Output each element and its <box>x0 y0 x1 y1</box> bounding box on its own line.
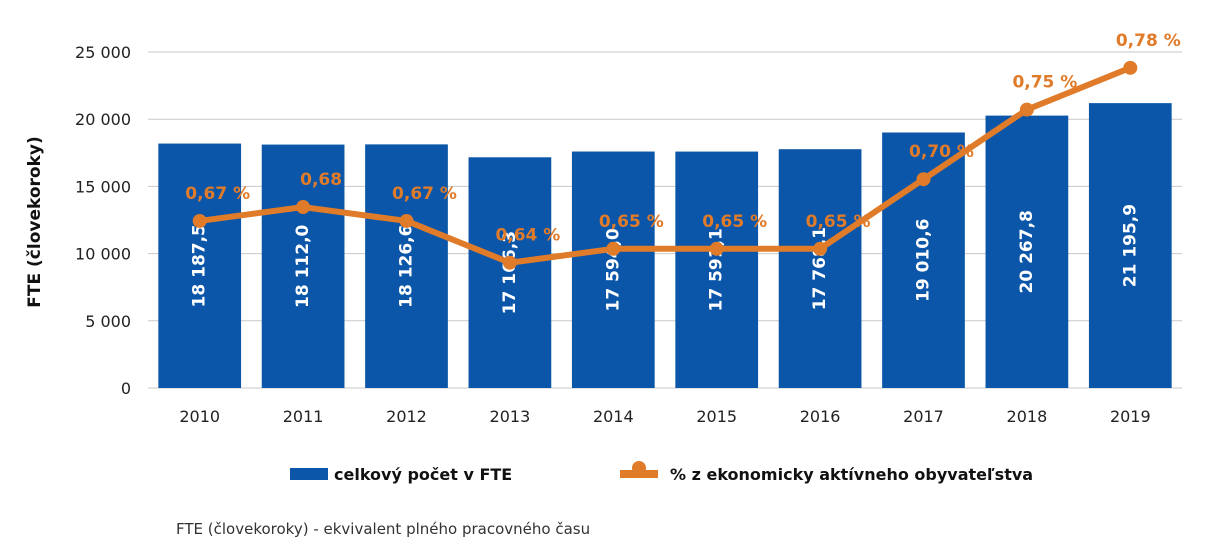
line-value-label: 0,78 % <box>1116 31 1181 51</box>
bar-value-label: 17 591,1 <box>707 228 727 311</box>
y-axis-label: FTE (človekoroky) <box>25 136 45 307</box>
legend-label-bars: celkový počet v FTE <box>334 465 512 484</box>
line-value-label: 0,64 % <box>495 226 560 246</box>
legend-swatch-bars <box>290 468 328 480</box>
bar <box>985 115 1069 388</box>
x-tick-label: 2017 <box>903 407 944 426</box>
x-tick-label: 2012 <box>386 407 427 426</box>
x-tick-label: 2013 <box>490 407 531 426</box>
x-tick-label: 2014 <box>593 407 634 426</box>
bar <box>778 149 862 388</box>
line-value-label: 0,68 <box>300 170 342 190</box>
bar <box>675 151 759 388</box>
bar-value-label: 21 195,9 <box>1120 204 1140 287</box>
bar-value-label: 18 126,6 <box>397 225 417 308</box>
line-marker <box>813 241 828 256</box>
y-tick-label: 20 000 <box>75 110 131 129</box>
x-tick-label: 2015 <box>696 407 737 426</box>
line-series <box>192 60 1138 270</box>
bar <box>158 143 242 388</box>
y-tick-label: 0 <box>121 379 131 398</box>
bar-value-label: 17 594,0 <box>603 228 623 312</box>
line-value-label: 0,65 % <box>599 212 664 232</box>
bar <box>365 144 448 388</box>
line-marker <box>709 241 724 256</box>
x-axis-ticks: 2010 2011 2012 2013 2014 2015 2016 2017 2018 2019 <box>179 407 1150 426</box>
y-tick-label: 15 000 <box>75 177 131 196</box>
legend-swatch-marker <box>632 461 646 475</box>
bar <box>1088 103 1172 388</box>
x-tick-label: 2011 <box>283 407 324 426</box>
line-marker <box>1019 102 1034 117</box>
line-labels: 0,67 % 0,68 0,67 % 0,64 % 0,65 % 0,65 % 0,65 %… <box>185 31 1181 246</box>
line-value-label: 0,67 % <box>185 184 250 204</box>
line-marker <box>399 213 414 228</box>
bars <box>158 103 1172 388</box>
line-marker <box>1123 60 1138 75</box>
footnote: FTE (človekoroky) - ekvivalent plného pr… <box>176 520 591 538</box>
line-value-label: 0,65 % <box>806 212 871 232</box>
line-path <box>199 65 1132 266</box>
x-tick-label: 2010 <box>179 407 220 426</box>
x-tick-label: 2016 <box>800 407 841 426</box>
line-value-label: 0,70 % <box>909 142 974 162</box>
bar <box>261 144 345 388</box>
y-tick-label: 10 000 <box>75 245 131 264</box>
bar-value-label: 19 010,6 <box>914 219 934 302</box>
y-tick-label: 25 000 <box>75 43 131 62</box>
bar <box>468 157 552 388</box>
bar-value-label: 20 267,8 <box>1017 210 1037 293</box>
bar <box>571 151 655 388</box>
bar-value-label: 17 166,3 <box>500 231 520 314</box>
line-value-label: 0,75 % <box>1012 73 1077 93</box>
line-value-label: 0,65 % <box>702 212 767 232</box>
bar-value-label: 18 187,5 <box>190 224 210 307</box>
y-tick-label: 5 000 <box>85 312 131 331</box>
chart: 0 5 000 10 000 15 000 20 000 25 000 FTE (člov… <box>25 31 1182 484</box>
x-tick-label: 2018 <box>1007 407 1048 426</box>
line-marker <box>606 241 621 256</box>
line-marker <box>192 213 207 228</box>
line-value-label: 0,67 % <box>392 184 457 204</box>
line-marker <box>916 172 931 187</box>
y-axis-ticks: 0 5 000 10 000 15 000 20 000 25 000 <box>75 43 131 398</box>
legend-label-line: % z ekonomicky aktívneho obyvateľstva <box>670 465 1033 484</box>
legend: celkový počet v FTE % z ekonomicky aktív… <box>290 461 1033 484</box>
line-marker <box>296 200 311 215</box>
bar-value-label: 18 112,0 <box>293 224 313 308</box>
x-tick-label: 2019 <box>1110 407 1151 426</box>
line-marker <box>502 255 517 270</box>
bar-value-label: 17 768,1 <box>810 227 830 310</box>
